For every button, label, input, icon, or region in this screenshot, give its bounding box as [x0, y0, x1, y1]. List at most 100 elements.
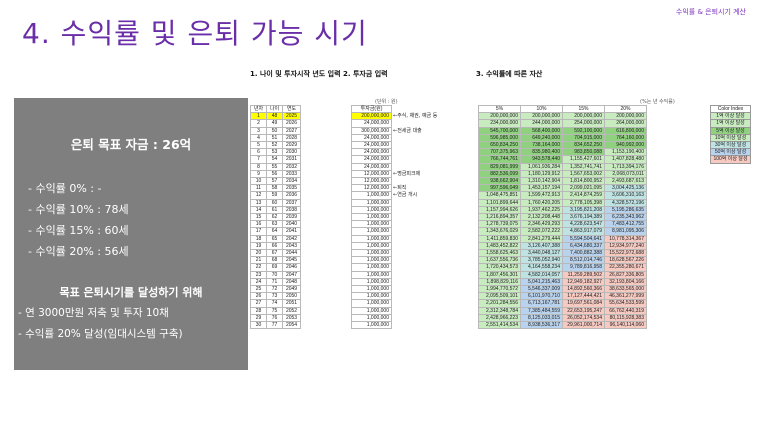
asset-value-cell: 1,411,859,830: [478, 234, 521, 243]
goal-line-20: - 수익률 20% : 56세: [28, 245, 129, 258]
asset-value-cell: 568,400,000: [520, 126, 563, 135]
investment-cell: 1,000,000: [351, 227, 392, 236]
table-row: 1,000,000: [351, 241, 392, 251]
year-cell: 2036: [282, 191, 301, 200]
table-row: 938,662,904 1,310,142,904 1,814,800,952 2,4…: [478, 177, 647, 186]
asset-value-cell: 2,095,509,101: [478, 292, 521, 301]
asset-value-cell: 80,115,928,383: [604, 313, 647, 323]
asset-value-cell: 6,434,680,337: [562, 241, 605, 251]
asset-value-cell: 234,000,000: [478, 119, 521, 128]
asset-value-cell: 12,934,977,240: [604, 241, 647, 251]
asset-value-cell: 200,000,000: [604, 112, 647, 121]
goal-how-title: 목표 은퇴시기를 달성하기 위해: [59, 286, 203, 299]
investment-note: ←퇴직: [393, 185, 407, 192]
table-row: 9 56 2033: [250, 169, 301, 179]
asset-value-cell: 6,713,167,781: [520, 299, 563, 308]
table-header-row: 5% 10% 15% 20%: [478, 104, 647, 114]
table-row: 1,000,000: [351, 321, 392, 330]
table-row: 12,000,000: [351, 184, 392, 193]
asset-value-cell: 15,522,972,688: [604, 249, 647, 258]
table-row: 5 52 2029: [250, 141, 301, 150]
table-row: 21 68 2045: [250, 256, 301, 265]
table-row: 1,000,000: [351, 263, 392, 272]
asset-value-cell: 32,193,804,166: [604, 277, 647, 287]
year-count-cell: 23: [250, 270, 267, 279]
legend-item: 1억 이상 달성: [710, 112, 751, 121]
unit-note-right: (%는 년 수익률): [640, 99, 675, 105]
header-cell-10pct: 10%: [520, 104, 563, 114]
table-row: 596,985,000 649,240,000 704,915,000 764,160…: [478, 133, 647, 143]
age-cell: 57: [266, 177, 283, 186]
asset-value-cell: 7,385,484,559: [520, 306, 563, 315]
age-cell: 56: [266, 169, 283, 179]
investment-note: ←명금피크제: [393, 170, 421, 177]
table-row: 300,000,000: [351, 126, 392, 135]
legend-row: 100억 이상 달성: [710, 155, 751, 164]
investment-cell: 24,000,000: [351, 155, 392, 164]
section-title-input: 1. 나이 및 투자시작 년도 입력 2. 투자금 입력: [250, 69, 388, 79]
table-row: 2,201,284,556 6,713,167,781 19,697,561,084…: [478, 299, 647, 308]
asset-value-cell: 96,140,114,060: [604, 321, 647, 330]
asset-value-cell: 1,637,556,736: [478, 256, 521, 265]
year-count-cell: 17: [250, 227, 267, 236]
table-row: 1,000,000: [351, 270, 392, 279]
table-row: 200,000,000: [351, 112, 392, 121]
header-cell-15pct: 15%: [562, 104, 605, 114]
asset-value-cell: 650,834,250: [478, 141, 521, 150]
table-row: 4 51 2028: [250, 133, 301, 143]
table-row: 24,000,000: [351, 162, 392, 171]
age-cell: 55: [266, 162, 283, 171]
table-row: 23 70 2047: [250, 270, 301, 279]
age-cell: 61: [266, 205, 283, 215]
table-row: 2 49 2026: [250, 119, 301, 128]
asset-value-cell: 46,361,277,999: [604, 292, 647, 301]
age-cell: 71: [266, 277, 283, 287]
asset-value-cell: 707,375,963: [478, 148, 521, 157]
table-row: 12 59 2036: [250, 191, 301, 200]
table-row: 24,000,000: [351, 148, 392, 157]
asset-value-cell: 22,653,195,247: [562, 306, 605, 315]
year-count-cell: 30: [250, 321, 267, 330]
asset-value-cell: 2,551,414,534: [478, 321, 521, 330]
age-cell: 60: [266, 198, 283, 207]
asset-value-cell: 1,216,894,357: [478, 213, 521, 222]
table-row: 1,000,000: [351, 306, 392, 315]
age-cell: 76: [266, 313, 283, 323]
asset-value-cell: 2,201,284,556: [478, 299, 521, 308]
header-cell-investment: 투자금(원): [351, 104, 392, 114]
table-row: 10 57 2034: [250, 177, 301, 186]
asset-value-cell: 3,195,821,208: [562, 205, 605, 215]
legend-row: 5억 이상 달성: [710, 126, 751, 135]
year-cell: 2035: [282, 184, 301, 193]
asset-value-cell: 592,100,000: [562, 126, 605, 135]
header-cell-year: 연도: [282, 104, 301, 114]
investment-cell: 24,000,000: [351, 141, 392, 150]
table-row: 1,000,000: [351, 313, 392, 323]
table-row: 16 63 2040: [250, 220, 301, 229]
asset-growth-table: 5% 10% 15% 20% 200,000,000 200,000,000 200…: [478, 104, 647, 330]
asset-value-cell: 5,195,286,635: [604, 205, 647, 215]
asset-value-cell: 738,164,000: [520, 141, 563, 150]
age-cell: 63: [266, 220, 283, 229]
investment-note: ←전세금 대출: [393, 127, 422, 134]
legend-item: 5억 이상 달성: [710, 126, 751, 135]
investment-cell: 1,000,000: [351, 292, 392, 301]
table-row: 1,000,000: [351, 191, 392, 200]
table-row: 545,700,000 568,400,000 592,100,000 616,800…: [478, 126, 647, 135]
investment-cell: 1,000,000: [351, 249, 392, 258]
legend-item: 50억 이상 달성: [710, 148, 751, 157]
year-count-cell: 4: [250, 133, 267, 143]
asset-value-cell: 1,278,739,075: [478, 220, 521, 229]
asset-value-cell: 1,407,828,480: [604, 155, 647, 164]
year-cell: 2045: [282, 256, 301, 265]
table-row: 22 69 2046: [250, 263, 301, 272]
year-cell: 2032: [282, 162, 301, 171]
asset-value-cell: 14,892,560,366: [562, 285, 605, 294]
asset-value-cell: 704,915,000: [562, 133, 605, 143]
year-count-cell: 29: [250, 313, 267, 323]
age-year-table: 년차 나이 연도 1 48 2025 2 49 2026 3 50 2027 4 51 2028 5 52…: [250, 104, 301, 330]
table-row: 17 64 2041: [250, 227, 301, 236]
table-row: 28 75 2052: [250, 306, 301, 315]
legend-title-row: Color Index: [710, 104, 751, 114]
age-cell: 49: [266, 119, 283, 128]
